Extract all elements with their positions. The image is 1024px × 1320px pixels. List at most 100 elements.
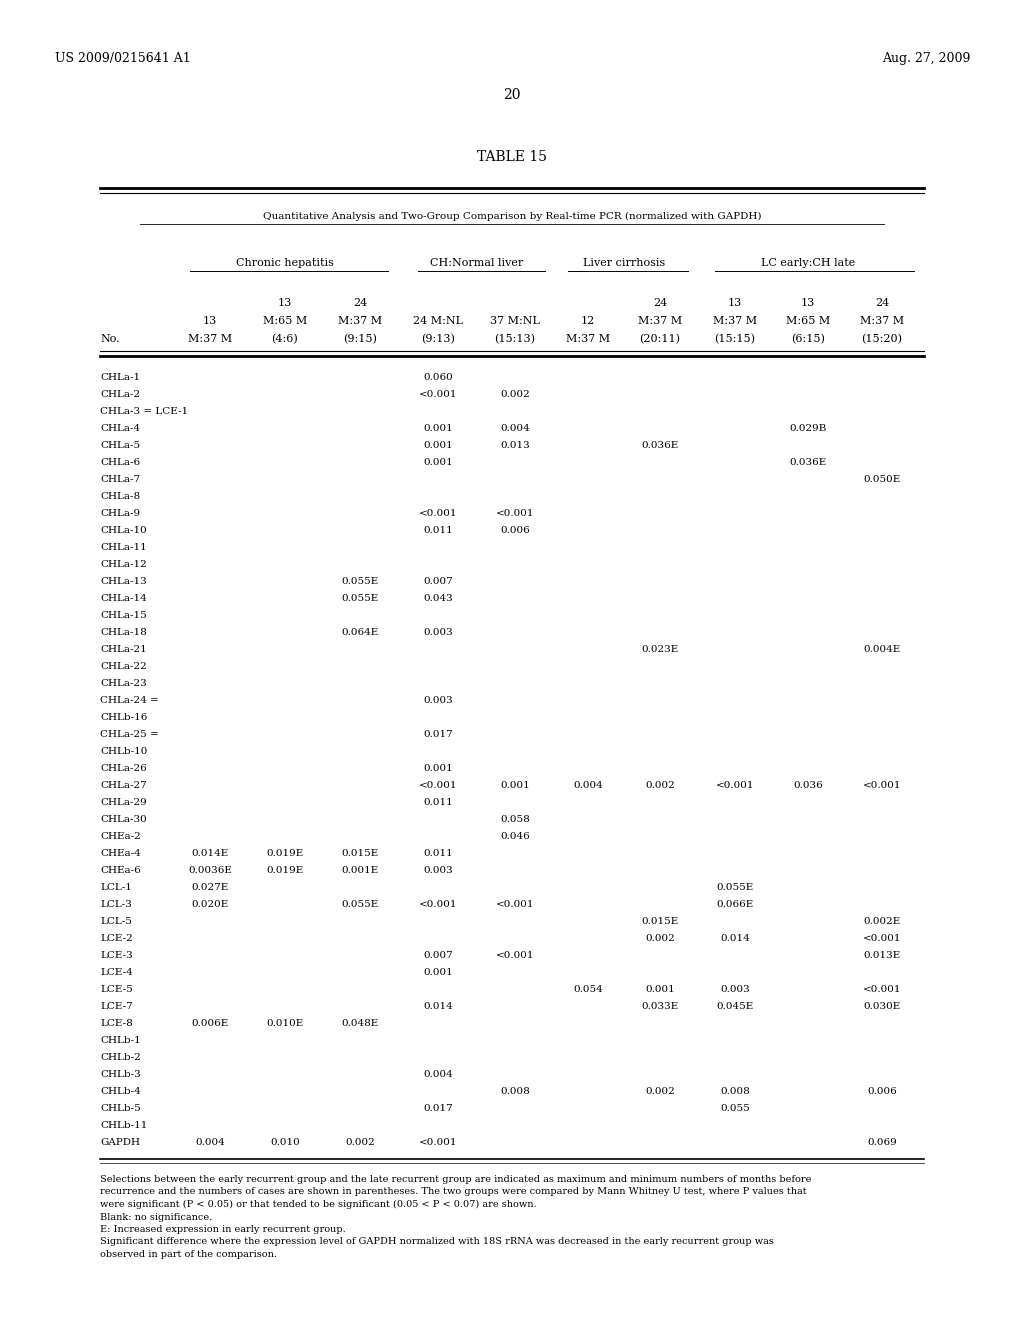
- Text: M:37 M: M:37 M: [566, 334, 610, 345]
- Text: 0.027E: 0.027E: [191, 883, 228, 892]
- Text: 0.066E: 0.066E: [717, 900, 754, 909]
- Text: Aug. 27, 2009: Aug. 27, 2009: [882, 51, 970, 65]
- Text: 0.023E: 0.023E: [641, 645, 679, 653]
- Text: <0.001: <0.001: [863, 781, 901, 789]
- Text: 0.002: 0.002: [500, 389, 529, 399]
- Text: E: Increased expression in early recurrent group.: E: Increased expression in early recurre…: [100, 1225, 346, 1234]
- Text: 0.055: 0.055: [720, 1104, 750, 1113]
- Text: 0.013E: 0.013E: [863, 950, 901, 960]
- Text: 0.014: 0.014: [423, 1002, 453, 1011]
- Text: 0.069: 0.069: [867, 1138, 897, 1147]
- Text: <0.001: <0.001: [419, 781, 458, 789]
- Text: 0.001: 0.001: [423, 424, 453, 433]
- Text: CHLa-30: CHLa-30: [100, 814, 146, 824]
- Text: 0.006: 0.006: [867, 1086, 897, 1096]
- Text: observed in part of the comparison.: observed in part of the comparison.: [100, 1250, 278, 1259]
- Text: 0.045E: 0.045E: [717, 1002, 754, 1011]
- Text: CHLa-18: CHLa-18: [100, 628, 146, 638]
- Text: CHLa-4: CHLa-4: [100, 424, 140, 433]
- Text: 0.029B: 0.029B: [790, 424, 826, 433]
- Text: M:37 M: M:37 M: [638, 315, 682, 326]
- Text: TABLE 15: TABLE 15: [477, 150, 547, 164]
- Text: US 2009/0215641 A1: US 2009/0215641 A1: [55, 51, 190, 65]
- Text: 0.001: 0.001: [423, 441, 453, 450]
- Text: (15:20): (15:20): [861, 334, 902, 345]
- Text: GAPDH: GAPDH: [100, 1138, 140, 1147]
- Text: 24 M:NL: 24 M:NL: [413, 315, 463, 326]
- Text: 0.004: 0.004: [573, 781, 603, 789]
- Text: Blank: no significance.: Blank: no significance.: [100, 1213, 212, 1221]
- Text: 0.006: 0.006: [500, 525, 529, 535]
- Text: 0.014: 0.014: [720, 935, 750, 942]
- Text: 13: 13: [801, 298, 815, 308]
- Text: CHLa-24 =: CHLa-24 =: [100, 696, 159, 705]
- Text: Liver cirrhosis: Liver cirrhosis: [583, 257, 666, 268]
- Text: 0.011: 0.011: [423, 799, 453, 807]
- Text: LCL-3: LCL-3: [100, 900, 132, 909]
- Text: 0.010: 0.010: [270, 1138, 300, 1147]
- Text: M:65 M: M:65 M: [263, 315, 307, 326]
- Text: 0.055E: 0.055E: [341, 594, 379, 603]
- Text: 0.001: 0.001: [645, 985, 675, 994]
- Text: Significant difference where the expression level of GAPDH normalized with 18S r: Significant difference where the express…: [100, 1238, 774, 1246]
- Text: <0.001: <0.001: [419, 1138, 458, 1147]
- Text: CHLa-11: CHLa-11: [100, 543, 146, 552]
- Text: 0.015E: 0.015E: [641, 917, 679, 927]
- Text: M:37 M: M:37 M: [338, 315, 382, 326]
- Text: 13: 13: [203, 315, 217, 326]
- Text: (15:13): (15:13): [495, 334, 536, 345]
- Text: 0.002: 0.002: [645, 1086, 675, 1096]
- Text: 0.004E: 0.004E: [863, 645, 901, 653]
- Text: CHLb-1: CHLb-1: [100, 1036, 140, 1045]
- Text: (4:6): (4:6): [271, 334, 298, 345]
- Text: <0.001: <0.001: [863, 985, 901, 994]
- Text: CHLa-7: CHLa-7: [100, 475, 140, 484]
- Text: 0.010E: 0.010E: [266, 1019, 304, 1028]
- Text: CHLa-2: CHLa-2: [100, 389, 140, 399]
- Text: (20:11): (20:11): [640, 334, 681, 345]
- Text: M:65 M: M:65 M: [785, 315, 830, 326]
- Text: LCE-4: LCE-4: [100, 968, 133, 977]
- Text: 13: 13: [728, 298, 742, 308]
- Text: CHLa-10: CHLa-10: [100, 525, 146, 535]
- Text: CHLa-6: CHLa-6: [100, 458, 140, 467]
- Text: CHEa-2: CHEa-2: [100, 832, 140, 841]
- Text: recurrence and the numbers of cases are shown in parentheses. The two groups wer: recurrence and the numbers of cases are …: [100, 1188, 807, 1196]
- Text: No.: No.: [100, 334, 120, 345]
- Text: 24: 24: [653, 298, 667, 308]
- Text: CHLa-27: CHLa-27: [100, 781, 146, 789]
- Text: M:37 M: M:37 M: [860, 315, 904, 326]
- Text: <0.001: <0.001: [863, 935, 901, 942]
- Text: CHLb-11: CHLb-11: [100, 1121, 147, 1130]
- Text: CHLa-3 = LCE-1: CHLa-3 = LCE-1: [100, 407, 188, 416]
- Text: 0.004: 0.004: [196, 1138, 225, 1147]
- Text: 0.007: 0.007: [423, 577, 453, 586]
- Text: 0.055E: 0.055E: [341, 900, 379, 909]
- Text: 0.017: 0.017: [423, 730, 453, 739]
- Text: CHLa-26: CHLa-26: [100, 764, 146, 774]
- Text: 0.017: 0.017: [423, 1104, 453, 1113]
- Text: 0.030E: 0.030E: [863, 1002, 901, 1011]
- Text: were significant (P < 0.05) or that tended to be significant (0.05 < P < 0.07) a: were significant (P < 0.05) or that tend…: [100, 1200, 537, 1209]
- Text: 0.046: 0.046: [500, 832, 529, 841]
- Text: M:37 M: M:37 M: [188, 334, 232, 345]
- Text: 0.001E: 0.001E: [341, 866, 379, 875]
- Text: 0.002: 0.002: [345, 1138, 375, 1147]
- Text: CH:Normal liver: CH:Normal liver: [430, 257, 523, 268]
- Text: 0.001: 0.001: [423, 458, 453, 467]
- Text: CHLa-22: CHLa-22: [100, 663, 146, 671]
- Text: 0.001: 0.001: [423, 764, 453, 774]
- Text: Chronic hepatitis: Chronic hepatitis: [237, 257, 334, 268]
- Text: M:37 M: M:37 M: [713, 315, 757, 326]
- Text: 0.003: 0.003: [720, 985, 750, 994]
- Text: CHLb-5: CHLb-5: [100, 1104, 140, 1113]
- Text: <0.001: <0.001: [496, 950, 535, 960]
- Text: 0.001: 0.001: [423, 968, 453, 977]
- Text: (6:15): (6:15): [792, 334, 825, 345]
- Text: 0.064E: 0.064E: [341, 628, 379, 638]
- Text: 24: 24: [353, 298, 368, 308]
- Text: LCE-3: LCE-3: [100, 950, 133, 960]
- Text: CHLb-10: CHLb-10: [100, 747, 147, 756]
- Text: 0.055E: 0.055E: [341, 577, 379, 586]
- Text: <0.001: <0.001: [419, 510, 458, 517]
